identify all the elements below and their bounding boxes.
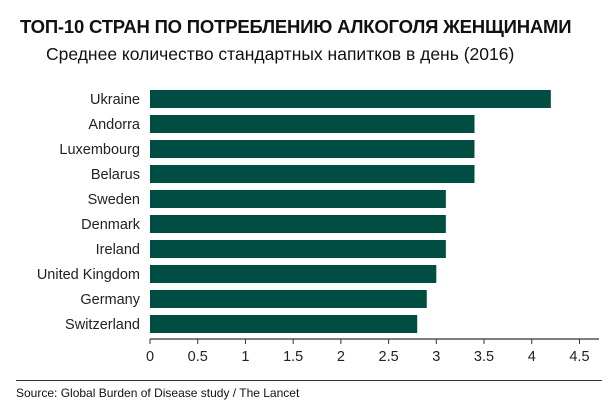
bar-andorra (150, 115, 475, 133)
bar-ireland (150, 240, 446, 258)
bar-switzerland (150, 315, 418, 333)
x-tick-label: 0.5 (188, 349, 208, 365)
bar-belarus (150, 165, 475, 183)
category-label: Sweden (88, 192, 140, 208)
bar-luxembourg (150, 140, 475, 158)
x-tick-label: 0 (146, 349, 154, 365)
category-label: United Kingdom (37, 267, 140, 283)
chart-title: ТОП-10 СТРАН ПО ПОТРЕБЛЕНИЮ АЛКОГОЛЯ ЖЕН… (20, 16, 572, 37)
category-label: Belarus (91, 167, 140, 183)
footer-divider (16, 380, 602, 381)
x-tick-label: 4 (528, 349, 536, 365)
source-note: Source: Global Burden of Disease study /… (16, 386, 300, 400)
bar-united-kingdom (150, 265, 437, 283)
category-label: Switzerland (65, 317, 140, 333)
x-tick-label: 2 (337, 349, 345, 365)
x-tick-label: 4.5 (569, 349, 589, 365)
category-label: Ukraine (90, 92, 140, 108)
x-tick-label: 3.5 (474, 349, 494, 365)
category-label: Ireland (96, 242, 140, 258)
bar-ukraine (150, 90, 551, 108)
chart-subtitle: Среднее количество стандартных напитков … (46, 44, 515, 64)
bar-germany (150, 290, 427, 308)
x-tick-label: 1.5 (283, 349, 303, 365)
bar-sweden (150, 190, 446, 208)
x-tick-label: 2.5 (379, 349, 399, 365)
bar-denmark (150, 215, 446, 233)
x-tick-label: 1 (241, 349, 249, 365)
category-label: Andorra (88, 117, 141, 133)
category-label: Denmark (81, 217, 141, 233)
category-label: Luxembourg (59, 142, 140, 158)
x-tick-label: 3 (432, 349, 440, 365)
category-label: Germany (80, 292, 140, 308)
